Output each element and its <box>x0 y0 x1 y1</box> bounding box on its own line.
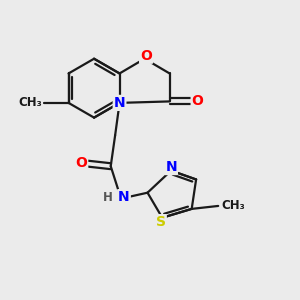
Text: N: N <box>118 190 130 204</box>
Text: S: S <box>156 215 166 229</box>
Text: O: O <box>192 94 203 108</box>
Text: H: H <box>103 190 113 204</box>
Text: CH₃: CH₃ <box>18 96 42 110</box>
Text: N: N <box>165 160 177 174</box>
Text: N: N <box>114 96 125 110</box>
Text: CH₃: CH₃ <box>221 200 245 212</box>
Text: O: O <box>140 49 152 63</box>
Text: O: O <box>75 156 87 170</box>
